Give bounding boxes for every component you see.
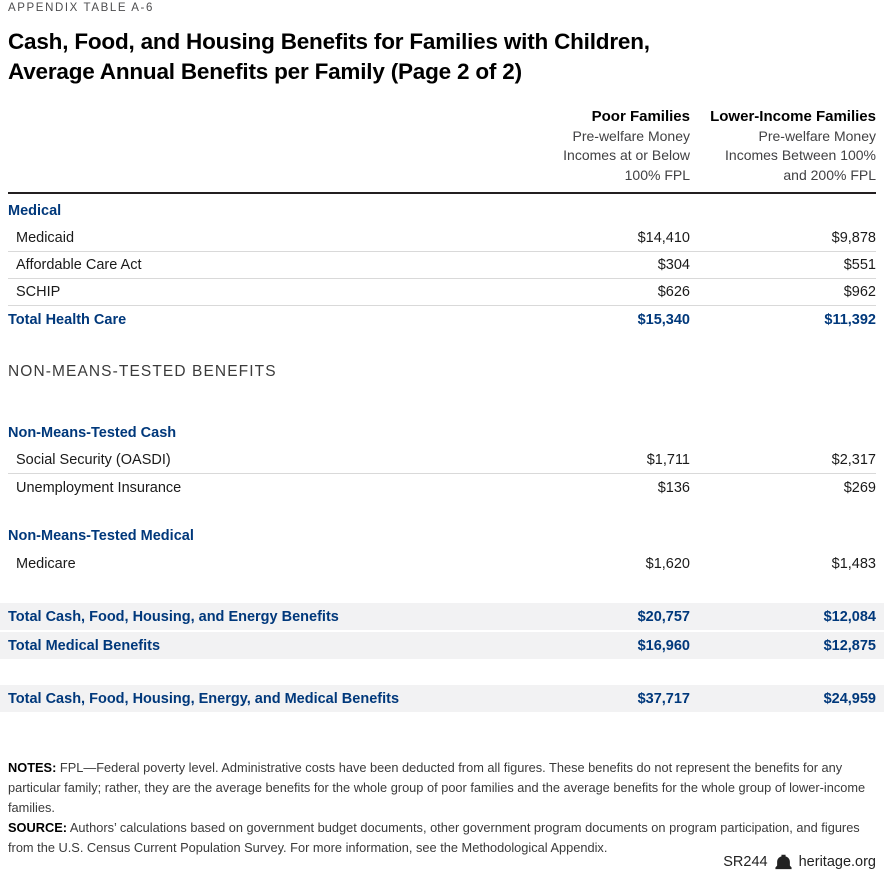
poor-families-value: $37,717 [637, 690, 690, 707]
row-label: Total Health Care [8, 312, 127, 329]
title-line-1: Cash, Food, and Housing Benefits for Fam… [8, 29, 650, 54]
section-header-non-means-tested-medical: Non-Means-Tested Medical [8, 528, 194, 545]
table-row-social-security: Social Security (OASDI) $1,711 $2,317 [8, 447, 876, 475]
lower-income-value: $2,317 [831, 452, 876, 469]
section-header-non-means-tested-cash: Non-Means-Tested Cash [8, 425, 177, 442]
total-row-health-care: Total Health Care $15,340 $11,392 [8, 306, 876, 334]
row-label: Total Medical Benefits [8, 637, 161, 654]
row-label: SCHIP [16, 284, 61, 301]
table-row-medicare: Medicare $1,620 $1,483 [8, 550, 876, 577]
column-subtitle-line: Incomes at or Below [563, 147, 690, 164]
poor-families-value: $136 [657, 479, 690, 496]
site-url[interactable]: heritage.org [798, 854, 876, 870]
row-label: Total Cash, Food, Housing, and Energy Be… [8, 608, 339, 625]
title-line-2: Average Annual Benefits per Family (Page… [8, 58, 522, 84]
source-label: SOURCE: [8, 819, 68, 835]
lower-income-value: $551 [843, 257, 876, 274]
poor-families-value: $626 [657, 284, 690, 301]
grand-totals-block: Total Cash, Food, Housing, and Energy Be… [0, 603, 884, 713]
section-header-medical: Medical [8, 203, 62, 220]
total-row-cash-food-housing-energy: Total Cash, Food, Housing, and Energy Be… [0, 603, 884, 631]
source-text: Authors’ calculations based on governmen… [8, 819, 860, 855]
report-id: SR244 [723, 854, 768, 870]
lower-income-value: $269 [843, 479, 876, 496]
row-label: Medicare [16, 555, 76, 572]
lower-income-value: $12,084 [823, 608, 876, 625]
table-row-schip: SCHIP $626 $962 [8, 279, 876, 307]
lower-income-value: $12,875 [823, 637, 876, 654]
total-row-medical-benefits: Total Medical Benefits $16,960 $12,875 [0, 632, 884, 660]
total-row-all-benefits: Total Cash, Food, Housing, Energy, and M… [0, 685, 884, 713]
table-row-affordable-care-act: Affordable Care Act $304 $551 [8, 252, 876, 280]
poor-families-value: $304 [657, 257, 690, 274]
notes-paragraph: NOTES: FPL—Federal poverty level. Admini… [8, 758, 876, 817]
report-footer: SR244 heritage.org [723, 854, 876, 870]
column-subtitle-line: Pre-welfare Money [572, 127, 691, 144]
column-header-poor-families: Poor Families Pre-welfare Money Incomes … [510, 107, 690, 185]
row-label: Social Security (OASDI) [16, 452, 171, 469]
table-eyebrow: APPENDIX TABLE A-6 [8, 2, 154, 14]
column-header-lower-income-families: Lower-Income Families Pre-welfare Money … [690, 107, 876, 185]
notes-label: NOTES: [8, 760, 57, 776]
table-row-unemployment-insurance: Unemployment Insurance $136 $269 [8, 474, 876, 501]
lower-income-value: $962 [843, 284, 876, 301]
page-title: Cash, Food, and Housing Benefits for Fam… [8, 27, 876, 86]
notes-text: FPL—Federal poverty level. Administrativ… [8, 760, 866, 815]
row-label: Affordable Care Act [16, 257, 142, 274]
table-row-medicaid: Medicaid $14,410 $9,878 [8, 225, 876, 253]
lower-income-value: $11,392 [824, 312, 876, 329]
poor-families-value: $20,757 [637, 608, 690, 625]
column-subtitle-line: Incomes Between 100% [725, 147, 876, 164]
source-paragraph: SOURCE: Authors’ calculations based on g… [8, 818, 876, 858]
lower-income-value: $1,483 [831, 555, 876, 572]
heritage-bell-icon [775, 854, 792, 870]
poor-families-value: $16,960 [637, 637, 690, 654]
column-name: Lower-Income Families [710, 108, 876, 126]
poor-families-value: $1,711 [646, 452, 690, 469]
column-subtitle-line: Pre-welfare Money [758, 127, 877, 144]
column-headers: Poor Families Pre-welfare Money Incomes … [8, 107, 876, 195]
row-label: Total Cash, Food, Housing, Energy, and M… [8, 690, 400, 707]
row-label: Medicaid [16, 230, 75, 247]
row-label: Unemployment Insurance [16, 479, 182, 496]
notes-and-source: NOTES: FPL—Federal poverty level. Admini… [8, 758, 876, 857]
column-subtitle-line: 100% FPL [624, 166, 690, 183]
poor-families-value: $14,410 [637, 230, 690, 247]
column-name: Poor Families [591, 108, 690, 126]
poor-families-value: $1,620 [645, 555, 690, 572]
poor-families-value: $15,340 [637, 312, 690, 329]
lower-income-value: $9,878 [831, 230, 876, 247]
group-banner-non-means-tested: NON-MEANS-TESTED BENEFITS [8, 363, 277, 381]
lower-income-value: $24,959 [823, 690, 876, 707]
column-subtitle-line: and 200% FPL [783, 166, 876, 183]
